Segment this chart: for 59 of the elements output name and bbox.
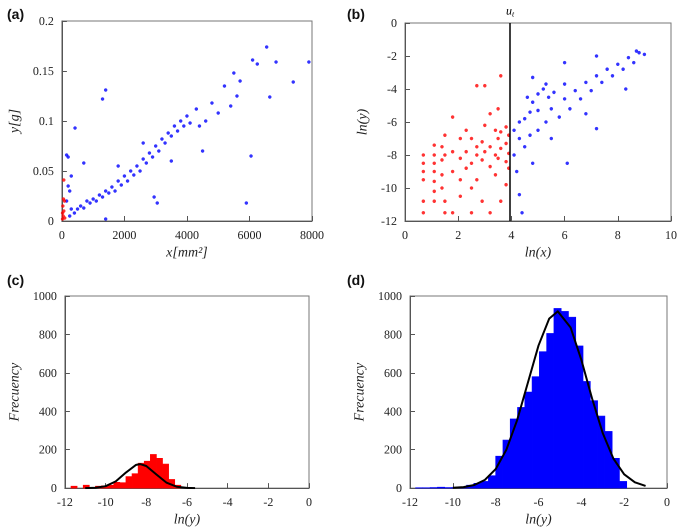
y-tick-label: -8 (387, 148, 397, 162)
chart-title: (b) (347, 6, 365, 22)
x-tick-label: -2 (619, 495, 630, 510)
y-tick-label: 1000 (378, 289, 402, 303)
y-tick-label: 400 (384, 404, 402, 418)
y-axis-title: Frecuency (8, 362, 22, 422)
y-axis-title: ln(y) (356, 108, 371, 136)
x-tick-label: -6 (534, 495, 544, 510)
y-tick-label: 800 (384, 327, 402, 342)
y-tick-label: 0.15 (32, 64, 54, 78)
x-tick-label: 8000 (300, 228, 324, 242)
y-tick-label: -12 (381, 214, 397, 228)
y-tick-label: -6 (387, 115, 397, 129)
y-tick-label: 200 (384, 442, 402, 457)
x-tick-label: 6 (562, 228, 568, 242)
x-tick-label: -8 (141, 495, 152, 510)
y-tick-label: 1000 (32, 289, 57, 303)
x-tick-label: -4 (576, 495, 586, 510)
y-axis-title: y[g] (8, 108, 22, 136)
chart-title: (a) (7, 6, 24, 22)
chart-title: (d) (347, 272, 365, 288)
x-tick-label: 0 (306, 495, 312, 510)
x-tick-label: -10 (444, 495, 461, 510)
y-tick-label: 0 (48, 214, 54, 228)
y-axis-title: Frecuency (352, 362, 368, 422)
y-tick-label: 800 (38, 327, 57, 342)
x-tick-label: -6 (182, 495, 192, 510)
x-tick-label: 2 (455, 228, 462, 242)
y-tick-label: 200 (38, 442, 57, 457)
chart-title: (c) (7, 272, 24, 288)
y-tick-label: -2 (387, 49, 397, 63)
x-tick-label: 10 (665, 228, 677, 242)
y-tick-label: 0.05 (32, 164, 54, 178)
x-tick-label: -4 (222, 495, 233, 510)
x-axis-title: x[mm²] (165, 245, 208, 260)
x-axis-title: ln(y) (525, 512, 552, 528)
x-tick-label: -8 (490, 495, 501, 510)
y-tick-label: 600 (38, 366, 57, 380)
y-tick-label: 0.2 (38, 14, 54, 28)
y-tick-label: 0 (391, 16, 397, 30)
y-tick-label: 0.1 (38, 114, 54, 128)
y-tick-label: 400 (38, 404, 57, 418)
y-tick-label: 0 (50, 481, 57, 496)
y-tick-label: 0 (396, 481, 402, 496)
x-tick-label: 6000 (237, 228, 262, 242)
x-tick-label: -2 (263, 495, 274, 510)
x-tick-label: 4000 (174, 228, 199, 242)
x-tick-label: 0 (664, 495, 670, 510)
y-tick-label: 600 (384, 366, 402, 380)
x-axis-title: ln(x) (524, 245, 552, 260)
y-tick-label: -10 (381, 181, 397, 195)
x-tick-label: 2000 (112, 228, 136, 242)
y-tick-label: -4 (387, 82, 397, 96)
x-tick-label: -12 (402, 495, 418, 510)
x-tick-label: -10 (98, 495, 114, 510)
x-axis-title: ln(y) (174, 512, 200, 528)
x-tick-label: 4 (508, 228, 514, 242)
x-tick-label: -12 (56, 495, 73, 510)
x-tick-label: 8 (614, 228, 621, 242)
